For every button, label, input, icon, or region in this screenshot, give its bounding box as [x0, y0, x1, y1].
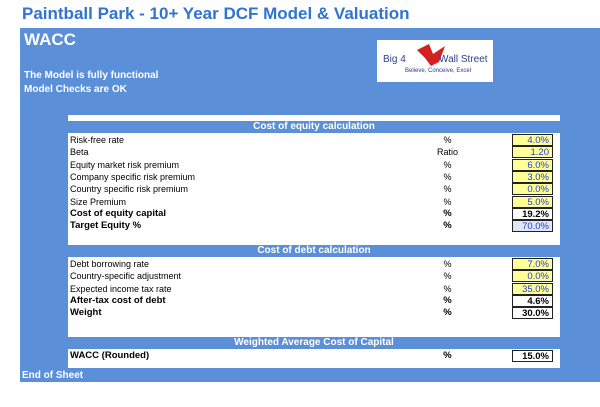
row-label: Equity market risk premium	[70, 159, 180, 170]
row-unit: %	[443, 171, 452, 182]
row-unit: %	[443, 207, 452, 219]
footer: End of Sheet	[22, 370, 84, 381]
row-unit: %	[443, 259, 452, 269]
row-label: Company specific risk premium	[70, 171, 196, 182]
section-name: WACC	[24, 30, 76, 49]
row-value: 70.0%	[512, 220, 553, 233]
logo-bird	[417, 44, 445, 66]
status-1: The Model is fully functional	[24, 70, 159, 81]
row-unit: Ratio	[436, 147, 458, 158]
row-value: 4.6%	[512, 294, 553, 307]
logo-left: Big 4	[383, 54, 406, 65]
section-header: Cost of debt calculation	[68, 245, 560, 257]
logo-right: Wall Street	[439, 54, 488, 65]
row-value: 3.0%	[512, 170, 553, 183]
title: Paintball Park - 10+ Year DCF Model & Va…	[22, 4, 410, 23]
row-unit: %	[443, 196, 452, 207]
logo: Big 4 Wall Street Believe, Conceive, Exc…	[377, 40, 493, 82]
row-label: Country specific risk premium	[70, 184, 189, 195]
row-unit: %	[443, 135, 452, 145]
row-value: 30.0%	[512, 307, 553, 320]
row-label: Country-specific adjustment	[70, 271, 182, 282]
row-unit: %	[443, 271, 452, 282]
row-label: Debt borrowing rate	[70, 259, 150, 269]
row-unit: %	[443, 220, 452, 232]
row-unit: %	[443, 184, 452, 195]
row-label: Size Premium	[70, 196, 127, 207]
row-unit: %	[443, 307, 452, 319]
section-header: Cost of equity calculation	[68, 121, 560, 133]
row-label: Beta	[70, 147, 89, 158]
status-2: Model Checks are OK	[24, 84, 127, 95]
row-label: WACC (Rounded)	[70, 350, 150, 361]
row-label: Cost of equity capital	[70, 207, 167, 219]
row-label: After-tax cost of debt	[70, 294, 166, 306]
row-value: 0.0%	[512, 183, 553, 196]
row-label: Expected income tax rate	[70, 283, 172, 294]
row-unit: %	[443, 283, 452, 294]
row-value: 15.0%	[512, 350, 553, 362]
row-value: 4.0%	[512, 134, 553, 146]
row-value: 7.0%	[512, 258, 553, 270]
row-value: 1.20	[512, 146, 553, 159]
row-label: Target Equity %	[70, 220, 142, 232]
row-value: 0.0%	[512, 270, 553, 283]
section-header: Weighted Average Cost of Capital	[68, 337, 560, 349]
row-value: 19.2%	[512, 207, 553, 220]
row-unit: %	[443, 350, 452, 361]
row-label: Risk-free rate	[70, 135, 125, 145]
row-value: 5.0%	[512, 195, 553, 208]
content-area	[68, 115, 560, 368]
row-unit: %	[443, 294, 452, 306]
row-label: Weight	[70, 307, 102, 319]
row-value: 35.0%	[512, 282, 553, 295]
row-unit: %	[443, 159, 452, 170]
row-value: 6.0%	[512, 158, 553, 171]
logo-tagline: Believe, Conceive, Excel	[405, 68, 472, 74]
